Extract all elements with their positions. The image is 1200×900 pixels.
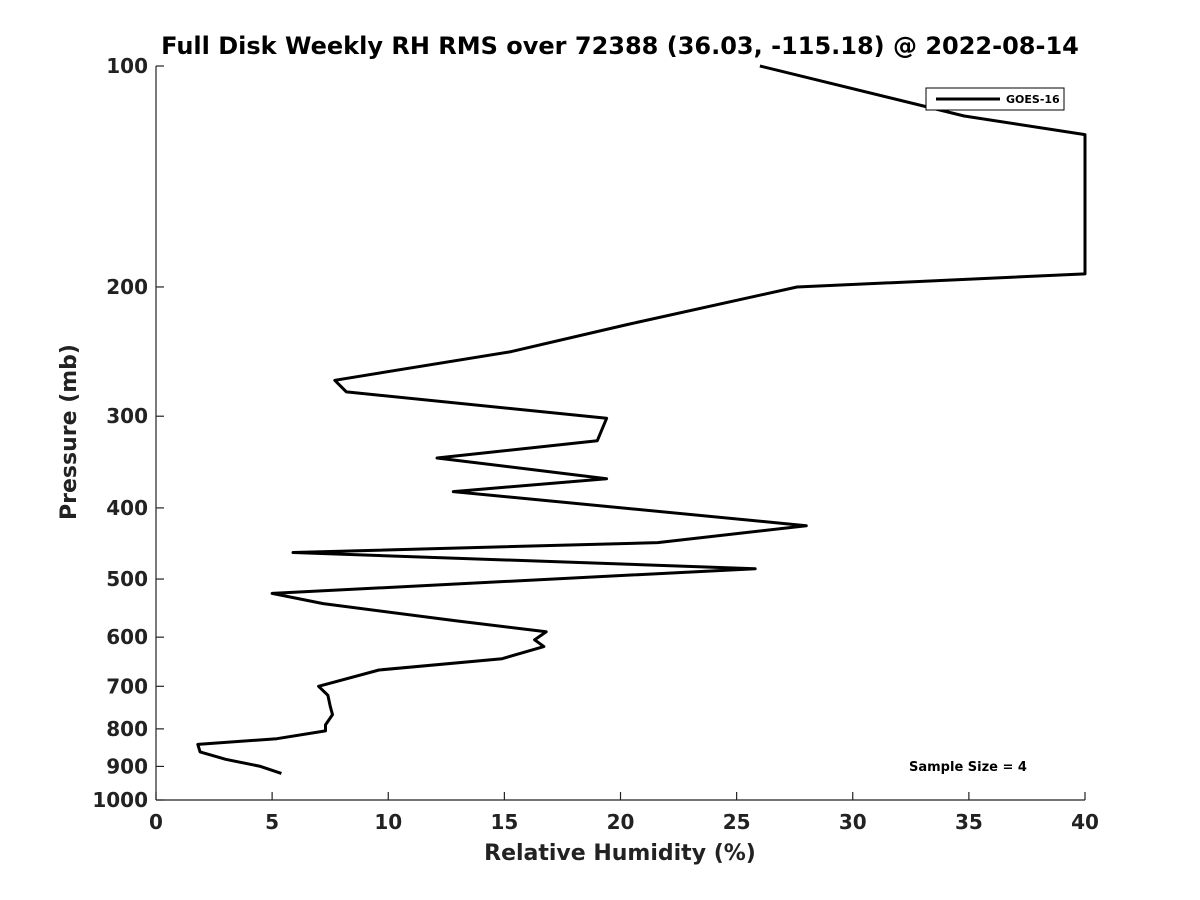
x-axis-label: Relative Humidity (%) bbox=[484, 841, 756, 866]
y-tick-label: 600 bbox=[106, 625, 148, 649]
y-axis-label: Pressure (mb) bbox=[57, 344, 82, 520]
x-tick-label: 30 bbox=[839, 810, 867, 834]
y-tick-label: 700 bbox=[106, 674, 148, 698]
y-tick-label: 900 bbox=[106, 754, 148, 778]
x-tick-label: 0 bbox=[149, 810, 163, 834]
x-tick-label: 40 bbox=[1071, 810, 1099, 834]
x-tick-label: 35 bbox=[955, 810, 983, 834]
x-tick-label: 25 bbox=[723, 810, 751, 834]
y-tick-label: 400 bbox=[106, 496, 148, 520]
x-tick-label: 20 bbox=[607, 810, 635, 834]
y-tick-label: 800 bbox=[106, 717, 148, 741]
x-tick-label: 10 bbox=[374, 810, 402, 834]
chart-title: Full Disk Weekly RH RMS over 72388 (36.0… bbox=[161, 32, 1079, 60]
plot-area bbox=[155, 64, 1087, 801]
y-tick-label: 300 bbox=[106, 404, 148, 428]
x-tick-label: 5 bbox=[265, 810, 279, 834]
sample-size-annotation: Sample Size = 4 bbox=[909, 760, 1027, 775]
y-tick-label: 1000 bbox=[92, 788, 148, 812]
x-tick-label: 15 bbox=[490, 810, 518, 834]
y-axis: 100 200 300 400 500 600 700 800 900 1000 bbox=[92, 54, 164, 812]
legend-label: GOES-16 bbox=[1006, 93, 1060, 106]
series-line-0 bbox=[196, 64, 1087, 775]
y-tick-label: 200 bbox=[106, 275, 148, 299]
y-tick-label: 500 bbox=[106, 567, 148, 591]
legend: GOES-16 bbox=[925, 87, 1065, 111]
y-tick-label: 100 bbox=[106, 54, 148, 78]
x-axis: 0 5 10 15 20 25 30 35 40 bbox=[149, 792, 1099, 834]
